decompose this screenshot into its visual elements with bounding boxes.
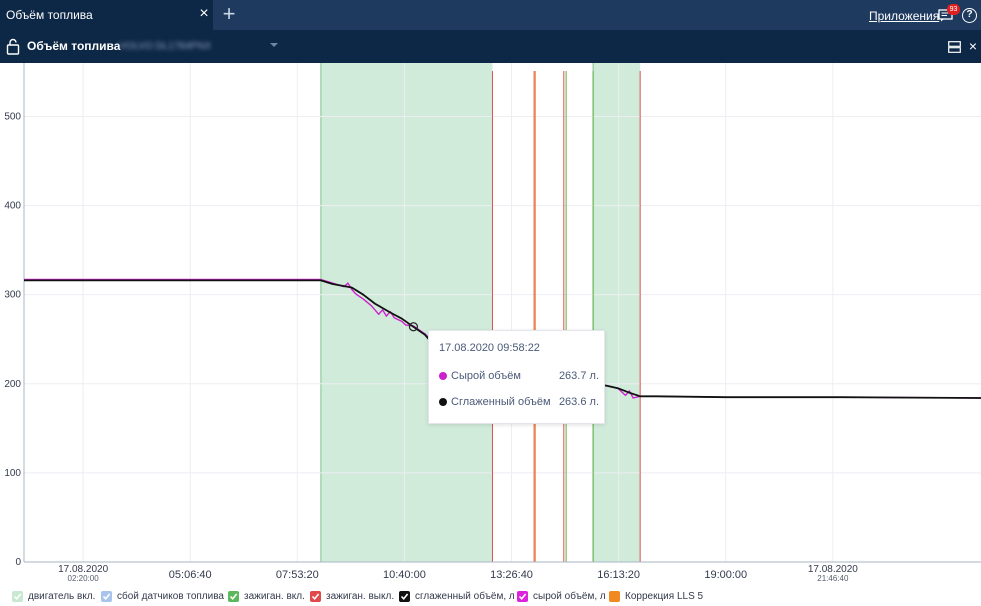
tooltip-value: 263.6 л. <box>558 396 599 408</box>
unlock-icon[interactable] <box>6 38 20 55</box>
checkbox-icon <box>101 591 112 602</box>
layout-icon[interactable] <box>948 41 961 53</box>
checkbox-icon <box>12 591 23 602</box>
close-icon[interactable]: × <box>199 5 209 22</box>
tab-label: Объём топлива <box>6 8 93 22</box>
help-icon[interactable]: ? <box>962 8 977 23</box>
event-lines <box>491 71 641 562</box>
x-tick-sublabel: 21:46:40 <box>817 574 849 583</box>
legend-label: двигатель вкл. <box>28 591 96 602</box>
legend-label: сырой объём, л <box>533 591 606 602</box>
hover-marker <box>408 322 419 332</box>
x-tick-label: 10:40:00 <box>383 569 426 581</box>
tab-bar: Объём топлива × + Приложения 93 ? <box>0 0 981 30</box>
y-tick-label: 100 <box>4 468 21 479</box>
tooltip-row-smoothed: Сглаженный объём 263.6 л. <box>439 395 599 409</box>
x-tick-label: 05:06:40 <box>169 569 212 581</box>
apps-link[interactable]: Приложения <box>869 9 940 23</box>
ignition-on-band <box>593 63 641 562</box>
grid-lines <box>24 63 981 562</box>
y-tick-label: 200 <box>4 379 21 390</box>
x-tick-label: 07:53:20 <box>276 569 319 581</box>
x-tick-label: 19:00:00 <box>704 569 747 581</box>
x-tick-label: 17.08.2020 <box>58 564 108 575</box>
tab-fuel-volume[interactable]: Объём топлива <box>0 0 213 30</box>
chevron-down-icon[interactable] <box>270 43 278 47</box>
legend-label: сбой датчиков топлива <box>117 591 224 602</box>
checkbox-icon <box>609 591 620 602</box>
notification-badge: 93 <box>947 4 960 15</box>
legend-label: Коррекция LLS 5 <box>625 591 704 602</box>
legend-label: зажиган. выкл. <box>326 591 395 602</box>
tooltip-label: Сырой объём <box>451 370 521 382</box>
y-tick-label: 300 <box>4 290 21 301</box>
vehicle-selector[interactable]: VOLVO DL1784PNX <box>119 41 212 52</box>
plus-icon[interactable]: + <box>222 1 236 26</box>
y-tick-label: 0 <box>15 557 21 568</box>
x-tick-label: 16:13:20 <box>597 569 640 581</box>
chart-tooltip: 17.08.2020 09:58:22 Сырой объём 263.7 л.… <box>428 330 605 424</box>
panel-close-icon[interactable]: × <box>968 38 978 54</box>
checkbox-icon <box>399 591 410 602</box>
checkbox-icon <box>228 591 239 602</box>
x-tick-label: 17.08.2020 <box>808 564 858 575</box>
legend-label: зажиган. вкл. <box>244 591 305 602</box>
tooltip-row-raw: Сырой объём 263.7 л. <box>439 369 599 383</box>
legend-label: сглаженный объём, л <box>415 591 515 602</box>
tooltip-dot-smoothed <box>439 398 447 406</box>
panel-toolbar <box>0 30 981 63</box>
tooltip-date: 17.08.2020 09:58:22 <box>439 342 540 354</box>
tooltip-value: 263.7 л. <box>558 370 599 382</box>
ignition-on-band <box>320 63 493 562</box>
checkbox-icon <box>517 591 528 602</box>
panel-title: Объём топлива <box>27 39 121 53</box>
ignition-bands <box>320 63 641 562</box>
axes <box>23 63 981 563</box>
y-tick-label: 400 <box>4 201 21 212</box>
hover-point <box>408 322 419 332</box>
tooltip-label: Сглаженный объём <box>451 396 551 408</box>
checkbox-icon <box>310 591 321 602</box>
tooltip-dot-raw <box>439 372 447 380</box>
x-tick-sublabel: 02:20:00 <box>68 574 100 583</box>
y-tick-label: 500 <box>4 111 21 122</box>
x-tick-label: 13:26:40 <box>490 569 533 581</box>
